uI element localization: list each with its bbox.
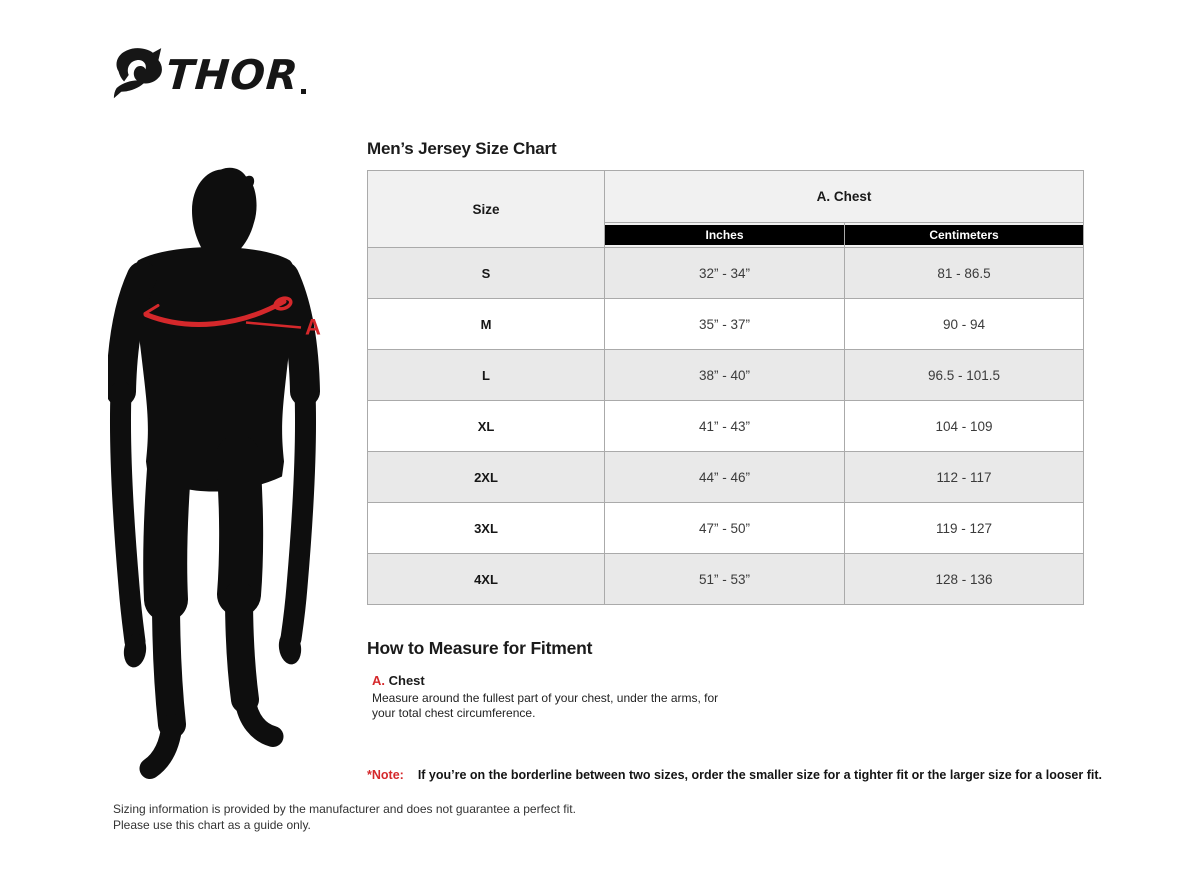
column-header-size: Size (367, 170, 605, 248)
table-row-xl: XL 41” - 43” 104 - 109 (367, 400, 1085, 452)
measure-description: Measure around the fullest part of your … (372, 691, 719, 720)
male-silhouette-figure: A (108, 167, 321, 779)
inches-value: 41” - 43” (604, 400, 845, 452)
left-hand (123, 633, 147, 668)
size-label: XL (367, 400, 605, 452)
centimeters-value: 90 - 94 (843, 298, 1085, 350)
size-label: L (367, 349, 605, 401)
size-label: 2XL (367, 451, 605, 503)
inches-value: 44” - 46” (604, 451, 845, 503)
note-text: If you’re on the borderline between two … (417, 768, 1102, 782)
note-label: *Note: (367, 768, 404, 782)
size-label: M (367, 298, 605, 350)
inches-value: 51” - 53” (604, 553, 845, 605)
measure-item-title: A. Chest (372, 673, 744, 688)
centimeters-header-bar: Centimeters (845, 225, 1084, 245)
size-label: 3XL (367, 502, 605, 554)
size-label: 4XL (367, 553, 605, 605)
inches-value: 47” - 50” (604, 502, 845, 554)
column-header-centimeters: Centimeters (843, 222, 1085, 248)
logo-trademark-dot (300, 89, 306, 94)
measure-name: Chest (388, 673, 425, 688)
chest-measurement-tape: A (143, 296, 321, 340)
table-row-3xl: 3XL 47” - 50” 119 - 127 (367, 502, 1085, 554)
inches-header-bar: Inches (605, 225, 844, 245)
sizing-note: *Note: If you’re on the borderline betwee… (367, 768, 1102, 782)
inches-value: 35” - 37” (604, 298, 845, 350)
centimeters-value: 104 - 109 (843, 400, 1085, 452)
thor-logo-text: THOR (164, 51, 301, 99)
thor-ram-icon (113, 48, 162, 99)
size-chart-table: Size A. Chest Inches Centimeters S 32” -… (367, 170, 1085, 605)
centimeters-value: 119 - 127 (843, 502, 1085, 554)
table-row-s: S 32” - 34” 81 - 86.5 (367, 247, 1085, 299)
centimeters-value: 112 - 117 (843, 451, 1085, 503)
chest-measure-label-a: A (305, 315, 321, 340)
column-group-header-chest: A. Chest (603, 170, 1085, 223)
size-label: S (367, 247, 605, 299)
thor-logo: THOR (112, 46, 306, 104)
table-row-m: M 35” - 37” 90 - 94 (367, 298, 1085, 350)
disclaimer-line-2: Please use this chart as a guide only. (113, 818, 311, 832)
inches-value: 32” - 34” (604, 247, 845, 299)
centimeters-value: 81 - 86.5 (843, 247, 1085, 299)
measure-letter: A. (372, 673, 385, 688)
measure-item-chest: A. Chest Measure around the fullest part… (372, 673, 744, 721)
table-row-4xl: 4XL 51” - 53” 128 - 136 (367, 553, 1085, 605)
disclaimer-line-1: Sizing information is provided by the ma… (113, 802, 576, 816)
table-row-l: L 38” - 40” 96.5 - 101.5 (367, 349, 1085, 401)
centimeters-value: 128 - 136 (843, 553, 1085, 605)
centimeters-value: 96.5 - 101.5 (843, 349, 1085, 401)
table-row-2xl: 2XL 44” - 46” 112 - 117 (367, 451, 1085, 503)
size-chart-title: Men’s Jersey Size Chart (367, 139, 557, 158)
column-header-inches: Inches (604, 222, 845, 248)
footer-disclaimer: Sizing information is provided by the ma… (113, 801, 576, 833)
right-hand (278, 630, 302, 665)
how-to-measure-heading: How to Measure for Fitment (367, 638, 593, 658)
inches-value: 38” - 40” (604, 349, 845, 401)
